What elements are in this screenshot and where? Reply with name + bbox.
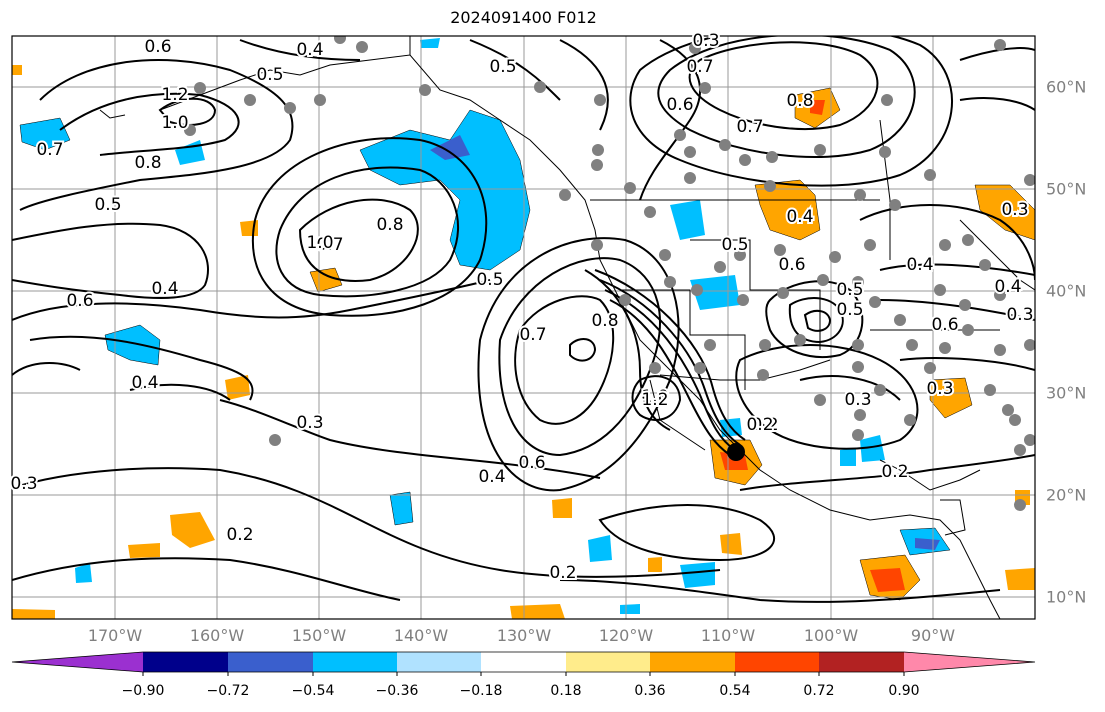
colorbar-tick-label: 0.72 (803, 683, 835, 699)
contour-label: 0.5 (721, 235, 748, 255)
contour-label: 0.4 (151, 279, 178, 299)
lon-label-90w: 90°W (910, 626, 956, 645)
contour-label: 0.7 (316, 235, 343, 255)
colorbar-tick-label: 0.18 (550, 683, 582, 699)
colorbar-segment (481, 652, 566, 672)
contour-label: 0.3 (926, 379, 953, 399)
colorbar-segment (735, 652, 819, 672)
contour-label: 0.3 (844, 390, 871, 410)
storm-center-marker (727, 443, 745, 461)
contour-label: 1.2 (641, 390, 668, 410)
contour-label: 0.8 (786, 91, 813, 111)
colorbar-tick-label: −0.36 (375, 683, 419, 699)
contour-label: 0.2 (751, 415, 778, 435)
contour-label: 0.8 (591, 311, 618, 331)
contour-label: 0.6 (66, 291, 93, 311)
contour-label: 0.5 (489, 57, 516, 77)
contour-label: 0.4 (131, 373, 158, 393)
contour-label: 0.3 (296, 413, 323, 433)
graticule (12, 36, 1035, 619)
contour-label: 0.6 (144, 37, 171, 57)
lat-label-60n: 60°N (1046, 77, 1087, 97)
colorbar-tick-label: −0.54 (291, 683, 335, 699)
colorbar-segment (228, 652, 313, 672)
lon-label-140w: 140°W (393, 626, 449, 645)
contour-label: 1.0 (161, 113, 188, 133)
contour-label: 0.3 (1006, 305, 1033, 325)
lon-label-120w: 120°W (598, 626, 654, 645)
contour-label: 0.2 (226, 525, 253, 545)
colorbar-tick-label: −0.18 (459, 683, 503, 699)
colorbar-segment (819, 652, 904, 672)
contour-label: 0.2 (746, 415, 773, 435)
contour-label: 0.5 (94, 195, 121, 215)
colorbar-extend-max (904, 652, 1035, 672)
contour-label: 0.5 (836, 280, 863, 300)
contour-label: 0.8 (376, 215, 403, 235)
lon-label-150w: 150°W (291, 626, 347, 645)
contour-label: 0.8 (134, 153, 161, 173)
lon-label-160w: 160°W (189, 626, 245, 645)
contour-label: 0.5 (476, 270, 503, 290)
lat-label-50n: 50°N (1046, 179, 1087, 199)
colorbar-segment (650, 652, 735, 672)
colorbar-extend-min (12, 652, 143, 672)
colorbar-segment (566, 652, 650, 672)
contour-label: 0.3 (1001, 200, 1028, 220)
contour-label: 0.7 (686, 57, 713, 77)
lat-label-10n: 10°N (1046, 587, 1087, 607)
contour-label: 0.4 (906, 255, 933, 275)
lon-label-130w: 130°W (496, 626, 552, 645)
contour-label: 0.2 (549, 563, 576, 583)
colorbar-tick-label: −0.90 (121, 683, 165, 699)
contour-label: 0.5 (836, 300, 863, 320)
contour-label: 0.6 (931, 315, 958, 335)
contour-label: 0.7 (36, 140, 63, 160)
lon-label-170w: 170°W (87, 626, 143, 645)
contour-label: 0.7 (519, 325, 546, 345)
colorbar-tick-label: 0.54 (719, 683, 751, 699)
contour-label: 0.2 (881, 462, 908, 482)
colorbar-tick-label: 0.90 (888, 683, 920, 699)
contour-label: 0.3 (692, 31, 719, 51)
contour-label: 0.4 (994, 277, 1021, 297)
contour-label-layer: 0.60.50.40.50.30.70.61.21.00.70.80.50.70… (8, 29, 1035, 585)
colorbar-tick-label: 0.36 (634, 683, 666, 699)
lat-label-30n: 30°N (1046, 383, 1087, 403)
colorbar-tick-label: −0.72 (206, 683, 250, 699)
contour-label: 1.0 (641, 387, 668, 407)
contour-label: 0.6 (778, 255, 805, 275)
colorbar (11, 651, 1036, 676)
contour-label: 0.3 (10, 474, 37, 494)
contour-label: 0.5 (256, 65, 283, 85)
lon-label-110w: 110°W (700, 626, 756, 645)
lat-label-40n: 40°N (1046, 281, 1087, 301)
contour-label: 1.2 (161, 85, 188, 105)
contour-label: 0.4 (478, 467, 505, 487)
lat-label-20n: 20°N (1046, 485, 1087, 505)
station-dots (184, 36, 1035, 511)
colorbar-segment (143, 652, 228, 672)
map-title: 2024091400 F012 (450, 8, 597, 27)
contour-label: 0.6 (666, 95, 693, 115)
contour-label: 1.0 (306, 233, 333, 253)
contour-label: 0.6 (518, 453, 545, 473)
map-frame (11, 35, 1036, 620)
colorbar-segment (313, 652, 397, 672)
colorbar-segment (397, 652, 481, 672)
contour-label: 0.4 (786, 207, 813, 227)
contour-label: 0.4 (296, 40, 323, 60)
lon-label-100w: 100°W (803, 626, 859, 645)
contour-label: 0.7 (736, 117, 763, 137)
